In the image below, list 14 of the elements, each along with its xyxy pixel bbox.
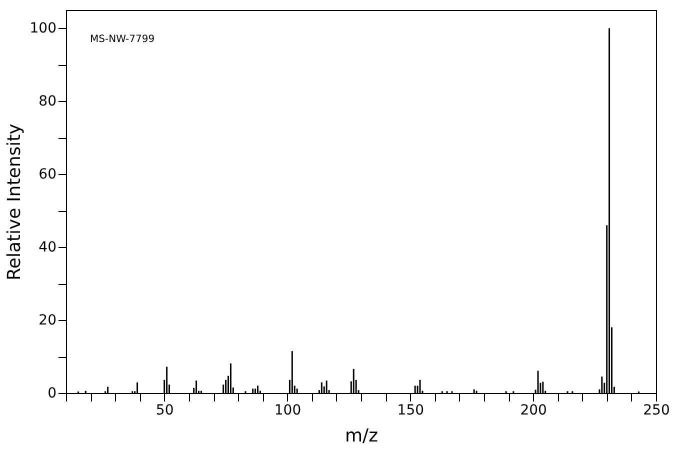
- x-tick-label: 50: [156, 402, 174, 418]
- annotation: MS-NW-7799: [90, 34, 155, 45]
- y-tick-label: 40: [38, 240, 56, 256]
- x-tick-label: 200: [520, 402, 547, 418]
- y-tick-label: 80: [38, 94, 56, 110]
- x-tick-label: 150: [397, 402, 424, 418]
- y-tick-label: 20: [38, 312, 56, 329]
- y-tick-label: 100: [30, 20, 56, 37]
- y-tick-label: 60: [38, 166, 56, 183]
- x-axis-title: m/z: [344, 426, 378, 446]
- x-tick-label: 100: [274, 402, 302, 418]
- x-tick-label: 250: [643, 402, 670, 418]
- y-tick-label: 0: [48, 386, 56, 402]
- y-axis-title: Relative Intensity: [4, 123, 25, 280]
